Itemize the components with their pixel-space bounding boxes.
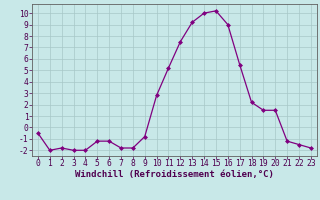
X-axis label: Windchill (Refroidissement éolien,°C): Windchill (Refroidissement éolien,°C) bbox=[75, 170, 274, 179]
